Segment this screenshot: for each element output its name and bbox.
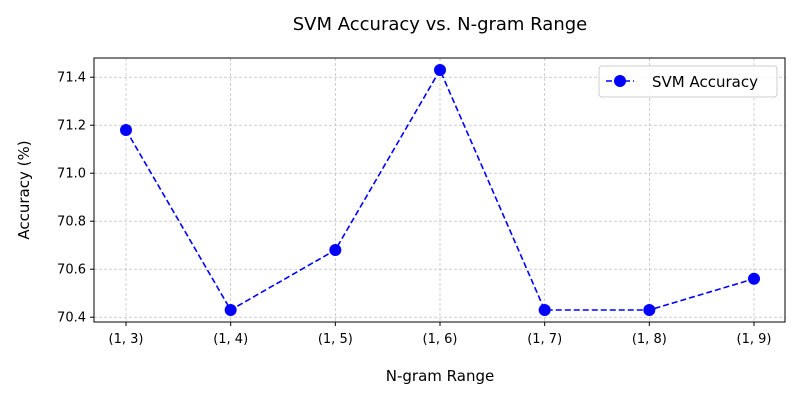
legend-box xyxy=(598,65,778,98)
y-tick-label: 70.6 xyxy=(57,263,86,278)
x-tick-label: (1, 7) xyxy=(527,332,562,347)
data-point xyxy=(224,304,237,316)
data-point xyxy=(434,64,446,76)
x-tick-label: (1, 3) xyxy=(109,332,144,347)
legend: SVM Accuracy xyxy=(598,65,778,98)
y-tick-label: 71.2 xyxy=(57,119,86,134)
legend-label: SVM Accuracy xyxy=(652,73,758,91)
y-tick-label: 71.0 xyxy=(57,167,86,182)
chart-title: SVM Accuracy vs. N-gram Range xyxy=(293,14,588,35)
x-tick-label: (1, 4) xyxy=(213,332,248,347)
y-axis-label: Accuracy (%) xyxy=(15,140,33,239)
data-point xyxy=(748,272,760,285)
x-tick-label: (1, 5) xyxy=(318,332,353,347)
x-axis-label: N-gram Range xyxy=(386,367,494,385)
plot-frame xyxy=(93,57,786,323)
axis-ticks: (1, 3) (1, 4) (1, 5) (1, 6) (1, 7) (1, 8) (1, … xyxy=(57,71,771,347)
legend-marker xyxy=(614,75,626,87)
grid xyxy=(94,58,785,322)
data-point xyxy=(643,304,656,316)
data-point xyxy=(329,244,342,256)
y-tick-label: 70.8 xyxy=(57,215,86,230)
y-tick-label: 70.4 xyxy=(57,311,86,326)
series-layer xyxy=(120,64,760,316)
x-tick-label: (1, 8) xyxy=(632,332,667,347)
y-tick-label: 71.4 xyxy=(57,71,86,86)
data-point xyxy=(120,124,132,136)
data-point xyxy=(538,304,551,316)
x-tick-label: (1, 6) xyxy=(423,332,458,347)
x-tick-label: (1, 9) xyxy=(737,332,772,347)
